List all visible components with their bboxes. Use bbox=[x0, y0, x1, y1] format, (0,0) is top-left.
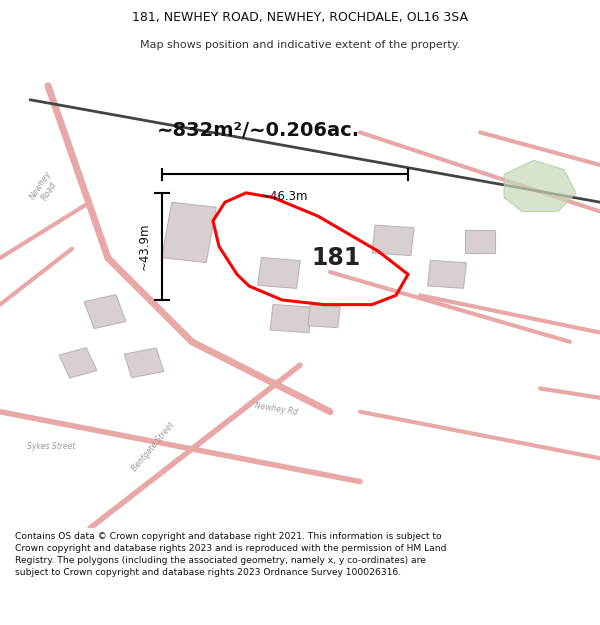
Text: Newhey
Road: Newhey Road bbox=[28, 169, 62, 207]
Text: Map shows position and indicative extent of the property.: Map shows position and indicative extent… bbox=[140, 40, 460, 50]
Polygon shape bbox=[504, 160, 576, 211]
Polygon shape bbox=[465, 230, 495, 253]
Polygon shape bbox=[59, 348, 97, 378]
Text: Newhey Rd: Newhey Rd bbox=[254, 401, 298, 418]
Text: 181, NEWHEY ROAD, NEWHEY, ROCHDALE, OL16 3SA: 181, NEWHEY ROAD, NEWHEY, ROCHDALE, OL16… bbox=[132, 11, 468, 24]
Polygon shape bbox=[270, 304, 312, 332]
Polygon shape bbox=[308, 305, 340, 328]
Text: 181: 181 bbox=[311, 246, 361, 270]
Polygon shape bbox=[84, 294, 126, 329]
Text: Contains OS data © Crown copyright and database right 2021. This information is : Contains OS data © Crown copyright and d… bbox=[15, 532, 446, 577]
Polygon shape bbox=[428, 261, 466, 288]
Polygon shape bbox=[162, 202, 216, 262]
Polygon shape bbox=[258, 258, 300, 288]
Polygon shape bbox=[124, 348, 164, 378]
Polygon shape bbox=[372, 225, 414, 256]
Text: ~43.9m: ~43.9m bbox=[137, 222, 151, 270]
Text: ~832m²/~0.206ac.: ~832m²/~0.206ac. bbox=[157, 121, 359, 139]
Text: ~46.3m: ~46.3m bbox=[261, 190, 309, 203]
Text: Sykes Street: Sykes Street bbox=[27, 442, 75, 451]
Text: Bentgate Street: Bentgate Street bbox=[130, 421, 176, 473]
